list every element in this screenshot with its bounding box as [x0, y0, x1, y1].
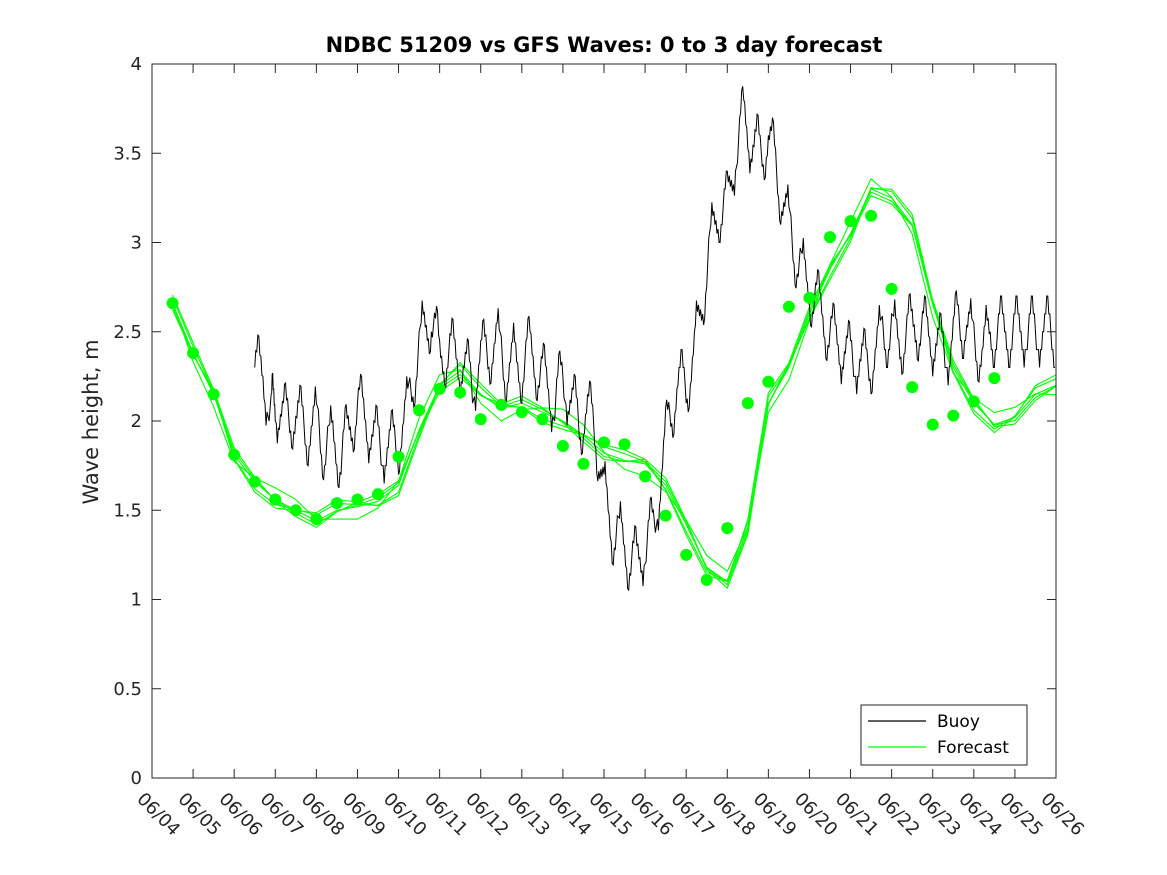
chart-title: NDBC 51209 vs GFS Waves: 0 to 3 day fore… [326, 33, 883, 57]
forecast-marker [577, 457, 590, 470]
forecast-marker [659, 509, 672, 522]
forecast-line-run-2 [172, 187, 1057, 582]
forecast-marker [844, 215, 857, 228]
forecast-marker [372, 488, 384, 501]
y-tick-label: 2 [131, 411, 142, 432]
forecast-marker [556, 439, 569, 452]
y-axis: 0 0.5 1 1.5 2 2.5 3 3.5 4 [113, 54, 1056, 789]
buoy-line [254, 86, 1055, 591]
forecast-marker [967, 395, 980, 408]
forecast-marker [700, 573, 713, 586]
forecast-marker [310, 513, 323, 526]
y-tick-label: 4 [131, 54, 142, 75]
forecast-marker [166, 297, 179, 310]
y-tick-label: 2.5 [113, 322, 142, 343]
forecast-marker [926, 418, 939, 431]
forecast-marker [392, 450, 405, 463]
forecast-marker [782, 300, 795, 313]
forecast-marker [721, 522, 734, 535]
forecast-marker [906, 381, 919, 394]
forecast-marker [248, 475, 261, 488]
forecast-marker [330, 497, 343, 510]
forecast-marker [639, 470, 652, 483]
y-tick-label: 1 [131, 590, 142, 611]
legend-box [860, 704, 1028, 766]
legend-buoy-label: Buoy [937, 712, 980, 732]
forecast-marker [762, 375, 775, 388]
forecast-marker [618, 438, 631, 451]
y-axis-label: Wave height, m [79, 339, 103, 504]
forecast-marker [289, 504, 302, 517]
forecast-marker [495, 398, 508, 411]
forecast-marker [865, 209, 878, 222]
y-tick-label: 0 [131, 768, 142, 789]
y-tick-label: 1.5 [113, 500, 142, 521]
forecast-marker [885, 282, 898, 295]
forecast-marker [207, 388, 220, 401]
forecast-marker [803, 291, 816, 304]
forecast-marker [433, 382, 446, 395]
forecast-marker [598, 436, 610, 449]
forecast-marker [536, 413, 549, 426]
y-tick-label: 3 [131, 233, 142, 254]
forecast-marker [741, 397, 754, 410]
forecast-marker [269, 493, 282, 506]
forecast-marker [187, 347, 200, 360]
y-tick-label: 0.5 [113, 679, 142, 700]
forecast-marker [515, 406, 528, 419]
plot-background [152, 64, 1056, 778]
y-tick-label: 3.5 [113, 143, 142, 164]
forecast-marker [454, 386, 467, 399]
forecast-marker [228, 448, 241, 461]
forecast-marker [947, 409, 960, 422]
forecast-marker [351, 493, 364, 506]
forecast-markers [166, 209, 1001, 586]
forecast-marker [413, 404, 426, 417]
legend: Buoy Forecast [860, 704, 1028, 766]
legend-forecast-label: Forecast [937, 738, 1009, 758]
forecast-line-run-5 [172, 187, 1057, 583]
forecast-marker [988, 372, 1001, 385]
forecast-marker [474, 413, 487, 426]
forecast-marker [824, 231, 836, 244]
forecast-marker [680, 548, 693, 561]
